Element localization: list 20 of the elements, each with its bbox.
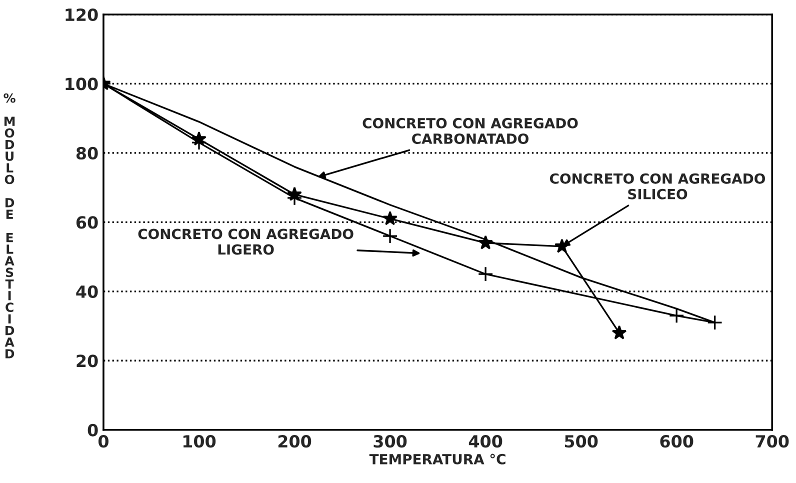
text: % MODULO DE ELASTICIDAD — [4, 93, 16, 358]
x-tick-label: 0 — [98, 435, 108, 448]
x-tick-label: 500 — [564, 435, 598, 448]
y-tick-label: 120 — [66, 8, 98, 22]
annotation: CONCRETO CON AGREGADO LIGERO — [138, 228, 354, 255]
y-tick-label: 20 — [76, 354, 98, 368]
y-tick-label: 0 — [88, 424, 98, 436]
y-tick-label: 40 — [76, 285, 98, 298]
y-tick-label: 80 — [76, 146, 98, 160]
y-tick-label: 60 — [76, 216, 98, 229]
x-tick-label: 200 — [278, 435, 312, 448]
annotation: CONCRETO CON AGREGADO CARBONATADO — [362, 118, 578, 144]
x-tick-label: 400 — [468, 435, 502, 448]
x-tick-label: 300 — [374, 435, 407, 448]
y-tick-label: 100 — [66, 78, 98, 90]
x-tick-label: 600 — [660, 435, 694, 448]
x-tick-label: 100 — [183, 435, 216, 448]
x-axis-title: TEMPERATURA °C — [369, 454, 506, 464]
annotation: CONCRETO CON AGREGADO SILICEO — [550, 173, 765, 200]
x-tick-label: 700 — [756, 435, 789, 448]
